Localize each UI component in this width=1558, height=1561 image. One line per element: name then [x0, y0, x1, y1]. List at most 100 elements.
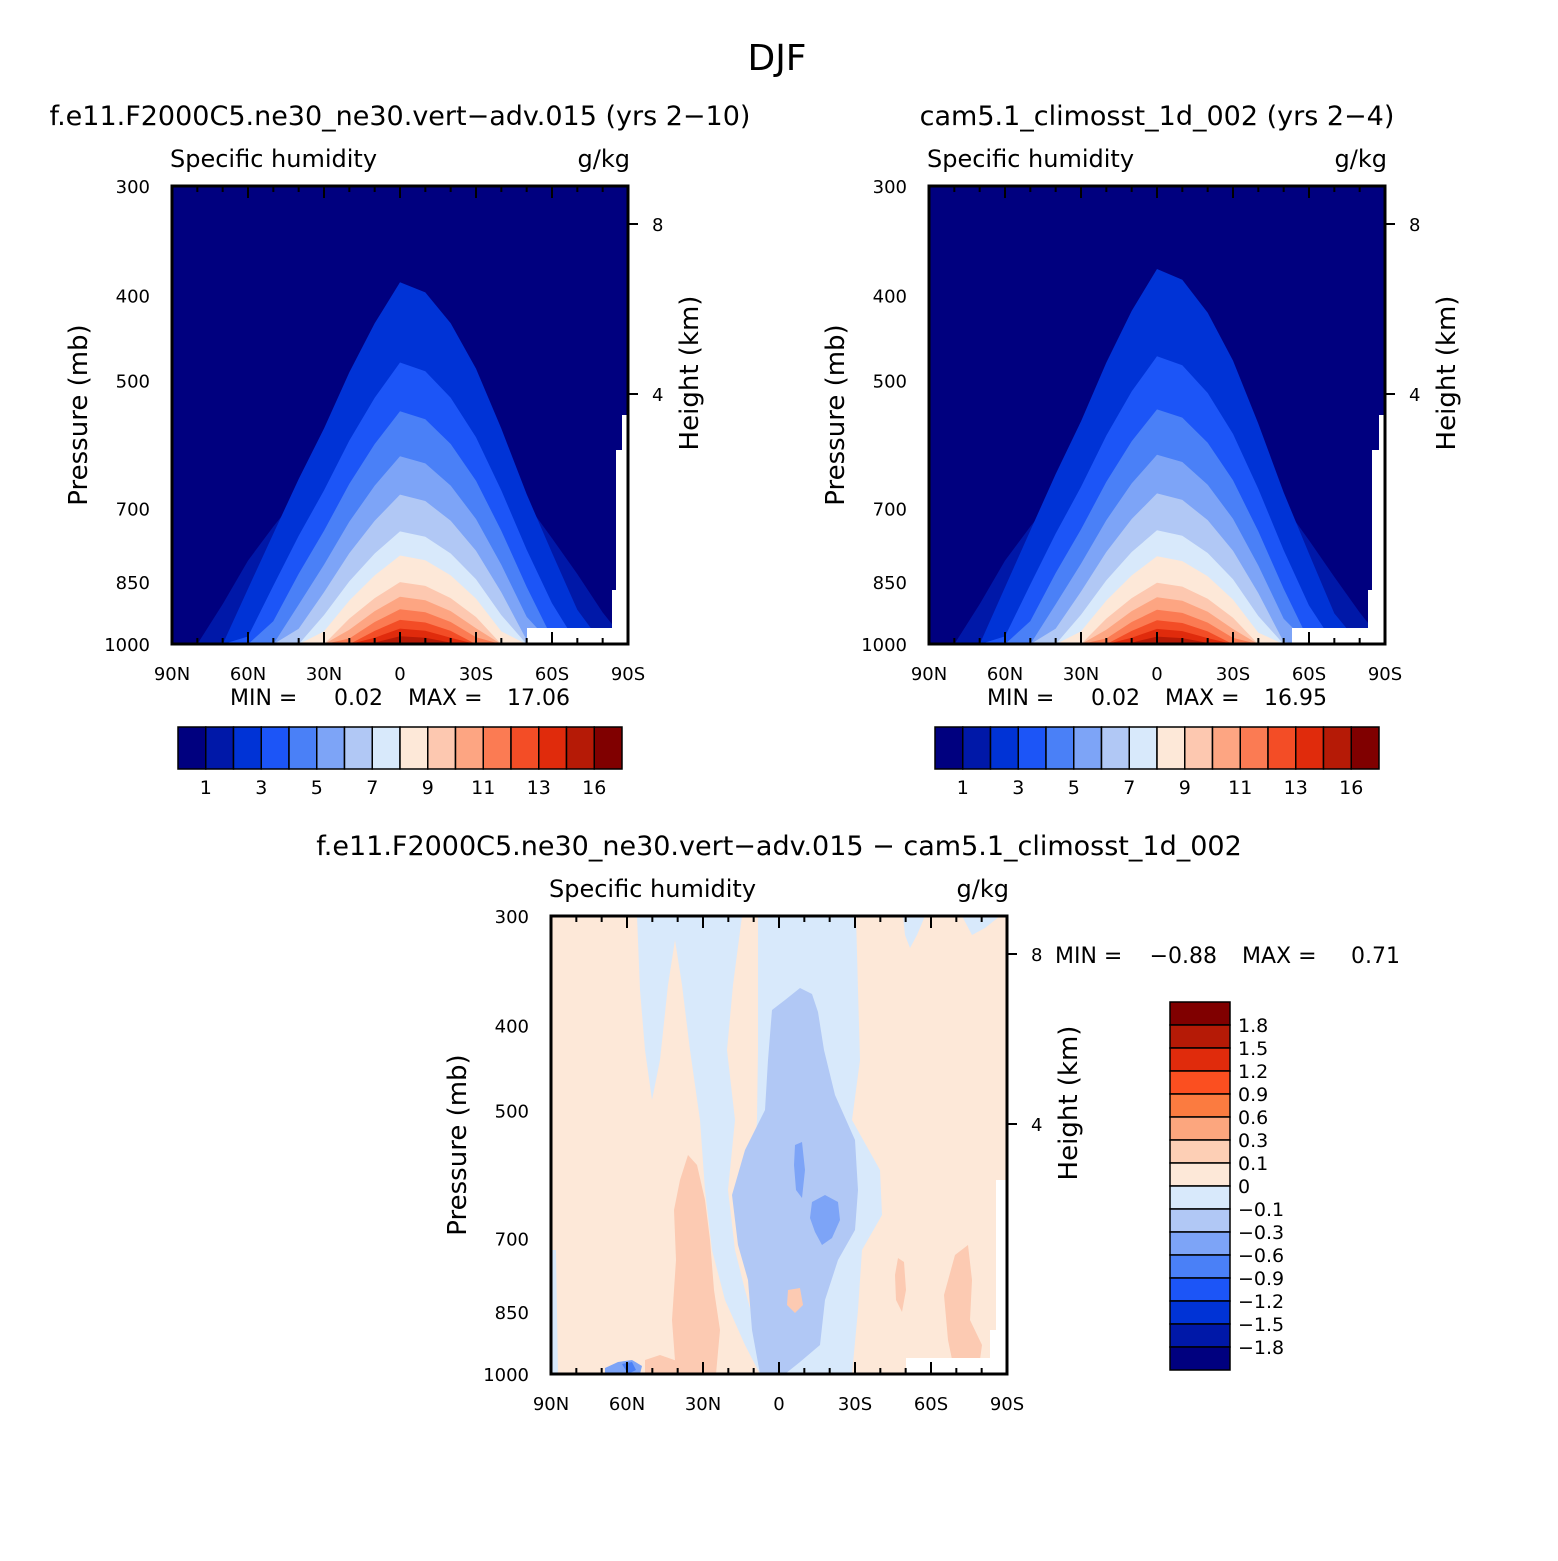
figure-title: DJF	[747, 38, 806, 79]
panel-3-units: g/kg	[957, 875, 1009, 903]
panel-2-ytick-label-1000: 1000	[861, 635, 907, 656]
colorbar-label-5: 5	[1068, 777, 1080, 799]
colorbar-label-3: 3	[1012, 777, 1024, 799]
panel-3-ytick-label-1000: 1000	[483, 1365, 529, 1386]
colorbar-label-3: 3	[255, 777, 267, 799]
panel-3-xtick-label-60N: 60N	[609, 1394, 645, 1415]
panel-2-xtick-label-90N: 90N	[911, 664, 947, 685]
contour-band-14	[352, 636, 473, 644]
panel-3: f.e11.F2000C5.ne30_ne30.vert−adv.015 − c…	[316, 831, 1400, 1415]
panel-3-min-label: MIN =	[1055, 944, 1122, 969]
colorbar-box	[1073, 726, 1103, 770]
panel-1-ytick-label-1000: 1000	[104, 635, 150, 656]
panel-1-max-value: 17.06	[507, 686, 570, 711]
colorbar-label-16: 16	[582, 777, 606, 799]
colorbar-box	[510, 726, 540, 770]
colorbar-box	[1045, 726, 1075, 770]
panel-2-height-tick-label-4: 4	[1409, 385, 1420, 406]
panel-2-xtick-label-60N: 60N	[987, 664, 1023, 685]
colorbar-box	[1169, 1093, 1231, 1118]
colorbar-label-0: 0	[1238, 1176, 1250, 1198]
panel-2-plot	[929, 186, 1385, 644]
colorbar-label-9: 9	[1179, 777, 1191, 799]
panel-1-ytick-label-400: 400	[116, 286, 150, 307]
colorbar-box	[1169, 1208, 1231, 1233]
panel-2-missing-region	[1292, 415, 1385, 644]
colorbar-box	[1169, 1139, 1231, 1164]
panel-1-height-tick-label-4: 4	[652, 385, 663, 406]
panel-1-variable: Specific humidity	[170, 145, 377, 173]
panel-3-region-0.1-to-0.3-a	[672, 1155, 720, 1374]
panel-1-xtick-label-30S: 30S	[459, 664, 493, 685]
colorbar-box	[1350, 726, 1380, 770]
panel-3-xtick-label-90N: 90N	[533, 1394, 569, 1415]
colorbar-label-−0.9: −0.9	[1238, 1268, 1284, 1290]
panel-3-max-label: MAX =	[1242, 944, 1317, 969]
colorbar-box	[1100, 726, 1130, 770]
panel-2-height-tick-label-8: 8	[1409, 215, 1420, 236]
panel-1-units: g/kg	[578, 145, 630, 173]
panel-3-region-0.1-to-0.3-c	[645, 1288, 803, 1374]
panel-3-variable: Specific humidity	[549, 875, 756, 903]
colorbar-label-1.5: 1.5	[1238, 1038, 1268, 1060]
panel-2-ylabel-right: Height (km)	[1432, 296, 1462, 451]
panel-3-ytick-label-400: 400	[495, 1016, 529, 1037]
panel-1-xtick-label-0: 0	[394, 664, 405, 685]
panel-1: f.e11.F2000C5.ne30_ne30.vert−adv.015 (yr…	[50, 101, 751, 799]
panel-2-xtick-label-90S: 90S	[1368, 664, 1402, 685]
panel-1-ytick-label-850: 850	[116, 573, 150, 594]
colorbar-box	[1169, 1024, 1231, 1049]
panel-2-min-value: 0.02	[1091, 686, 1140, 711]
panel-2-xtick-label-30N: 30N	[1063, 664, 1099, 685]
contour-band-14	[1109, 636, 1230, 644]
panel-1-missing-region	[527, 415, 628, 644]
panel-1-height-tick-label-8: 8	[652, 215, 663, 236]
panel-1-xtick-label-60S: 60S	[535, 664, 569, 685]
panel-1-colorbar: 1 3 5 7 9 11 13 16	[177, 726, 623, 799]
panel-3-height-tick-label-8: 8	[1031, 945, 1042, 966]
panel-2-ytick-label-850: 850	[873, 573, 907, 594]
panel-1-ytick-label-500: 500	[116, 371, 150, 392]
colorbar-label-5: 5	[311, 777, 323, 799]
colorbar-box	[399, 726, 429, 770]
colorbar-box	[1169, 1323, 1231, 1348]
panel-1-contour-bands	[197, 282, 628, 644]
colorbar-label-0.3: 0.3	[1238, 1130, 1268, 1152]
contour-band-13	[350, 628, 476, 644]
colorbar-box	[962, 726, 992, 770]
colorbar-label-−0.1: −0.1	[1238, 1199, 1284, 1221]
colorbar-label-−0.6: −0.6	[1238, 1245, 1284, 1267]
panel-2-contour-bands	[954, 269, 1385, 644]
panel-1-ylabel: Pressure (mb)	[64, 324, 94, 505]
colorbar-box	[1169, 1300, 1231, 1325]
colorbar-box	[1017, 726, 1047, 770]
panel-2: cam5.1_climosst_1d_002 (yrs 2−4) Specifi…	[821, 101, 1462, 799]
colorbar-label-16: 16	[1339, 777, 1363, 799]
colorbar-label-−1.5: −1.5	[1238, 1314, 1284, 1336]
panel-2-ytick-label-300: 300	[873, 177, 907, 198]
colorbar-label-0.1: 0.1	[1238, 1153, 1268, 1175]
panel-3-ytick-label-500: 500	[495, 1101, 529, 1122]
panel-2-ytick-label-500: 500	[873, 371, 907, 392]
colorbar-box	[288, 726, 318, 770]
colorbar-label-7: 7	[366, 777, 378, 799]
panel-3-xtick-label-90S: 90S	[990, 1394, 1024, 1415]
colorbar-box	[1169, 1231, 1231, 1256]
panel-1-xtick-label-30N: 30N	[306, 664, 342, 685]
panel-1-xtick-label-90N: 90N	[154, 664, 190, 685]
panel-3-ytick-label-700: 700	[495, 1229, 529, 1250]
colorbar-box	[1184, 726, 1214, 770]
panel-2-max-value: 16.95	[1264, 686, 1327, 711]
colorbar-box	[1295, 726, 1325, 770]
panel-3-xtick-label-60S: 60S	[914, 1394, 948, 1415]
panel-3-missing-region	[906, 1180, 1007, 1374]
panel-3-region-neg0.3-to-neg0.6	[794, 1142, 840, 1245]
panel-1-ytick-label-300: 300	[116, 177, 150, 198]
panel-2-variable: Specific humidity	[927, 145, 1134, 173]
colorbar-label-9: 9	[422, 777, 434, 799]
colorbar-box	[343, 726, 373, 770]
colorbar-box	[1169, 1346, 1231, 1371]
colorbar-box	[1169, 1277, 1231, 1302]
colorbar-box	[1322, 726, 1352, 770]
